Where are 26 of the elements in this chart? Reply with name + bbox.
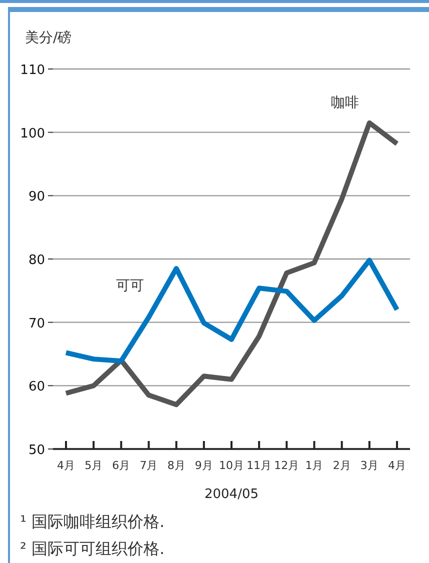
x-tick-label: 12月 — [274, 459, 300, 472]
y-tick-label: 50 — [28, 443, 45, 458]
text: ² 国际可可组织价格. — [20, 539, 165, 558]
x-tick-label: 7月 — [140, 459, 158, 472]
y-tick-label: 70 — [28, 316, 45, 332]
y-tick-label: 60 — [28, 380, 45, 395]
y-axis-title: 美分/磅 — [25, 30, 72, 46]
series-label: 咖啡 — [331, 95, 359, 111]
y-tick-label: 100 — [20, 126, 45, 142]
x-axis-title: 2004/05 — [204, 487, 259, 502]
y-tick-label: 80 — [28, 253, 45, 268]
text: ¹ 国际咖啡组织价格. — [20, 512, 165, 531]
x-tick-label: 1月 — [305, 459, 324, 472]
x-tick-label: 8月 — [167, 459, 186, 472]
x-tick-label: 3月 — [360, 459, 378, 472]
x-tick-label: 10月 — [219, 459, 244, 472]
x-tick-label: 11月 — [246, 459, 272, 472]
x-tick-label: 4月 — [57, 459, 75, 472]
y-tick-label: 110 — [20, 63, 45, 78]
y-tick-label: 90 — [28, 190, 45, 205]
x-tick-label: 6月 — [112, 459, 130, 472]
x-tick-label: 9月 — [194, 459, 213, 472]
x-tick-label: 2月 — [332, 459, 351, 472]
x-tick-label: 4月 — [388, 459, 406, 472]
x-tick-label: 5月 — [84, 459, 103, 472]
series-label: 可可 — [116, 278, 144, 294]
